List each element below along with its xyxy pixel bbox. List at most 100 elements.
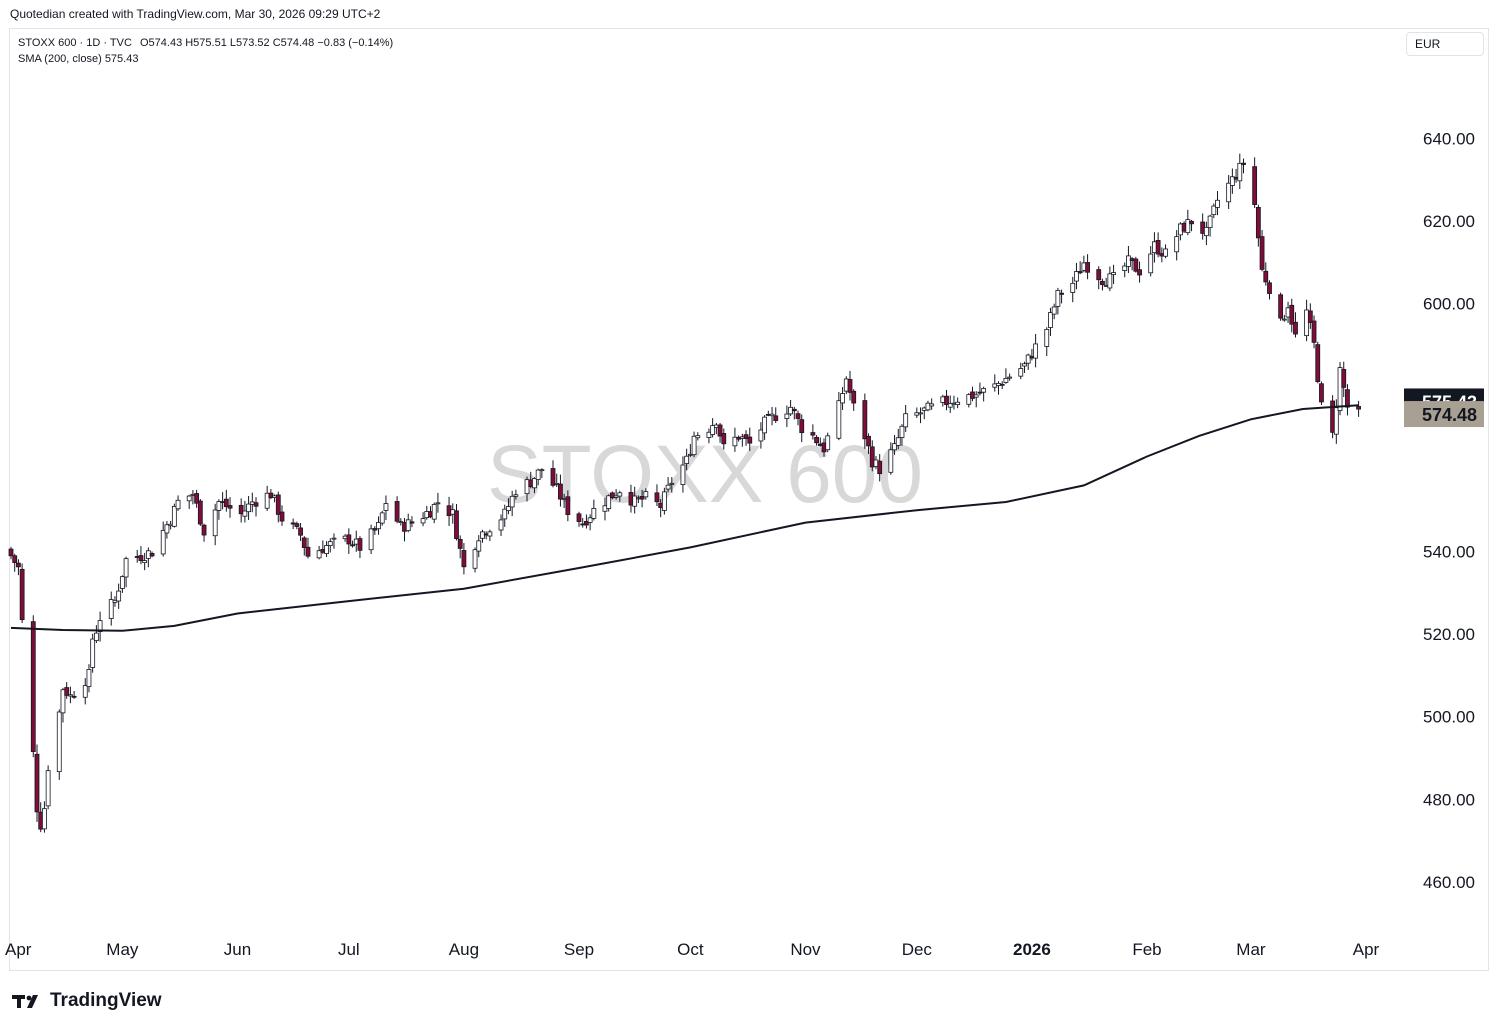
candle-body: [1311, 320, 1317, 343]
candle-body: [119, 576, 125, 589]
candle-body: [532, 478, 537, 489]
candle-body: [550, 468, 556, 486]
candle-body: [1267, 282, 1272, 294]
candle-body: [758, 429, 764, 442]
candle-body: [814, 436, 819, 444]
tradingview-logo-icon: [12, 995, 38, 1008]
candle-body: [324, 545, 329, 554]
candle-body: [223, 498, 229, 508]
candle-body: [409, 521, 415, 524]
candle-body: [762, 416, 768, 434]
candle-body: [862, 400, 868, 440]
candle-body: [171, 505, 177, 527]
x-tick-label: Sep: [564, 940, 594, 959]
candle-body: [454, 510, 459, 540]
price-axis: 460.00 480.00 500.00 520.00 540.00 600.00 620.…: [1423, 129, 1475, 891]
candle-body: [8, 548, 14, 557]
candle-body: [498, 519, 504, 531]
candle-body: [431, 504, 437, 520]
candle-body: [669, 482, 675, 485]
candle-body: [1281, 318, 1287, 321]
candle-body: [197, 500, 203, 525]
candle-body: [509, 495, 515, 508]
candle-body: [264, 492, 270, 509]
candle-body: [45, 770, 51, 807]
candle-body: [1122, 265, 1128, 271]
candles: [8, 153, 1361, 833]
candle-body: [71, 695, 77, 698]
candle-body: [791, 408, 797, 412]
candle-body: [1148, 253, 1154, 274]
candle-body: [1207, 215, 1213, 228]
candle-body: [981, 388, 987, 393]
candle-body: [632, 495, 638, 507]
candle-body: [1018, 368, 1024, 377]
candle-body: [476, 540, 482, 552]
candle-body: [1085, 262, 1090, 273]
brand-label: TradingView: [50, 990, 162, 1011]
candle-body: [305, 546, 311, 557]
candle-body: [684, 455, 690, 464]
candle-body: [925, 402, 931, 411]
candle-body: [1033, 343, 1039, 359]
x-tick-label: Dec: [902, 940, 933, 959]
y-tick-label: 520.00: [1423, 625, 1475, 644]
candle-body: [1237, 162, 1243, 182]
candle-body: [1048, 312, 1053, 328]
x-tick-label: Mar: [1236, 940, 1266, 959]
candle-body: [435, 502, 441, 505]
candle-body: [955, 401, 961, 406]
candle-body: [142, 560, 148, 564]
x-tick-label: Aug: [449, 940, 479, 959]
candle-body: [64, 687, 70, 696]
candle-body: [331, 537, 337, 540]
y-tick-label: 600.00: [1423, 295, 1475, 314]
x-tick-label: Jun: [224, 940, 251, 959]
candle-body: [194, 493, 200, 504]
candle-body: [1163, 248, 1168, 257]
candle-body: [617, 492, 623, 497]
x-tick-label: Apr: [5, 940, 32, 959]
candle-body: [502, 508, 508, 520]
candle-body: [16, 562, 21, 568]
candle-body: [1211, 205, 1217, 216]
candle-body: [1319, 383, 1324, 403]
candle-body: [1255, 206, 1261, 239]
candle-body: [1189, 220, 1194, 225]
candle-body: [1126, 255, 1131, 267]
price-badges: 575.43574.48: [1404, 388, 1484, 428]
candle-body: [1022, 363, 1027, 367]
candle-body: [892, 443, 897, 451]
candle-body: [160, 529, 166, 555]
candle-body: [1133, 258, 1139, 272]
candle-body: [1003, 377, 1009, 383]
candle-body: [294, 523, 300, 527]
candle-body: [717, 424, 723, 437]
x-tick-label: Feb: [1132, 940, 1161, 959]
candle-body: [93, 632, 99, 641]
candle-body: [1241, 162, 1246, 165]
candle-body: [1044, 329, 1050, 347]
candle-body: [420, 518, 426, 524]
candle-body: [376, 522, 381, 530]
candle-body: [201, 524, 207, 536]
candle-body: [1174, 236, 1180, 253]
candle-body: [966, 394, 972, 405]
candle-body: [346, 534, 352, 545]
last-price-badge-bg: [1404, 401, 1484, 428]
candle-body: [866, 435, 871, 447]
currency-button[interactable]: EUR: [1406, 32, 1484, 56]
candle-body: [90, 638, 96, 668]
legend-ohlc: O574.43 H575.51 L573.52 C574.48 −0.83 (−…: [139, 37, 394, 49]
candle-body: [665, 484, 671, 490]
y-tick-label: 640.00: [1423, 129, 1475, 148]
candle-body: [587, 517, 593, 523]
candle-body: [268, 492, 274, 499]
y-tick-label: 480.00: [1423, 790, 1475, 809]
candle-body: [1077, 271, 1083, 274]
candle-body: [825, 435, 831, 451]
candle-body: [513, 494, 519, 497]
candle-body: [1215, 199, 1220, 208]
candle-body: [238, 504, 244, 515]
